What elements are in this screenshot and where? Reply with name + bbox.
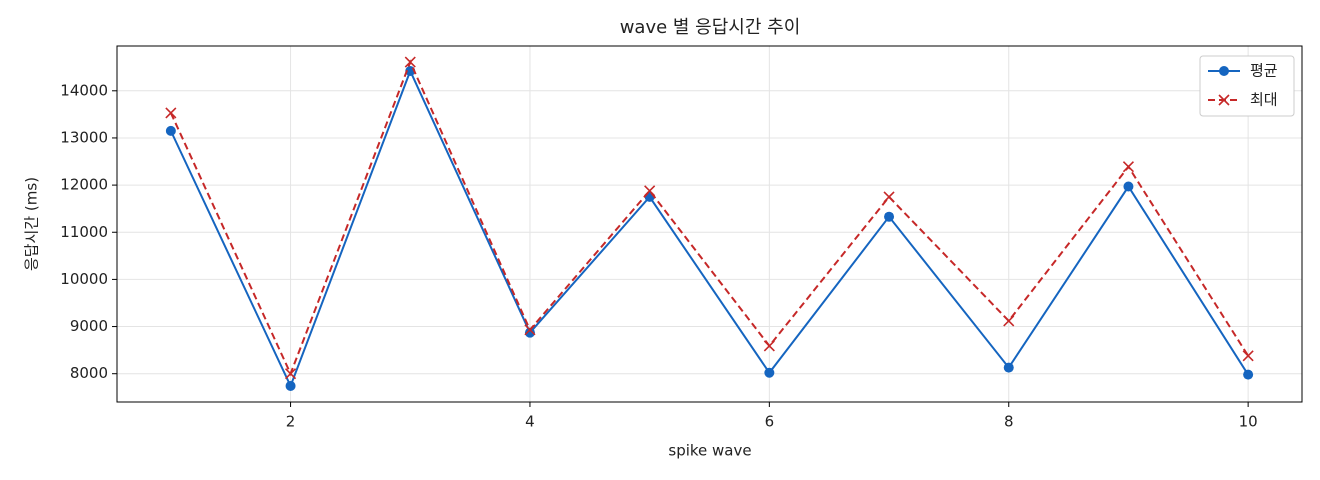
legend-marker	[1219, 66, 1229, 76]
marker	[883, 191, 895, 203]
marker	[1003, 362, 1014, 373]
marker	[763, 340, 775, 352]
marker	[1123, 181, 1134, 192]
legend-label: 최대	[1250, 91, 1278, 109]
y-axis-label: 응답시간 (ms)	[23, 177, 41, 271]
legend-label: 평균	[1250, 62, 1278, 80]
y-tick-label: 12000	[60, 176, 108, 194]
x-axis-label: spike wave	[668, 442, 751, 460]
x-tick-label: 4	[525, 413, 535, 431]
x-tick-label: 2	[286, 413, 296, 431]
marker	[524, 327, 535, 338]
marker	[165, 125, 176, 136]
marker	[284, 368, 297, 380]
marker	[884, 211, 895, 222]
plot-frame	[116, 45, 1303, 403]
legend-box	[1199, 55, 1295, 117]
marker	[1003, 315, 1015, 327]
y-tick-label: 13000	[60, 128, 108, 146]
x-tick-label: 8	[1004, 413, 1014, 431]
y-tick-label: 8000	[70, 364, 108, 382]
marker	[764, 367, 775, 378]
x-tick-label: 6	[765, 413, 775, 431]
marker	[1242, 350, 1254, 362]
y-tick-label: 9000	[70, 317, 108, 335]
y-tick-label: 11000	[60, 223, 108, 241]
marker	[1243, 369, 1254, 380]
marker	[404, 56, 416, 68]
line	[169, 59, 1249, 377]
marker	[644, 185, 656, 197]
legend-marker	[1218, 94, 1230, 106]
x-tick-label: 10	[1239, 413, 1258, 431]
y-tick-label: 14000	[60, 81, 108, 99]
marker	[1122, 161, 1135, 173]
chart-title: wave 별 응답시간 추이	[620, 17, 801, 38]
y-tick-label: 10000	[60, 270, 108, 288]
line	[169, 68, 1249, 389]
marker	[165, 107, 177, 119]
marker	[285, 380, 296, 391]
marker	[524, 324, 536, 336]
